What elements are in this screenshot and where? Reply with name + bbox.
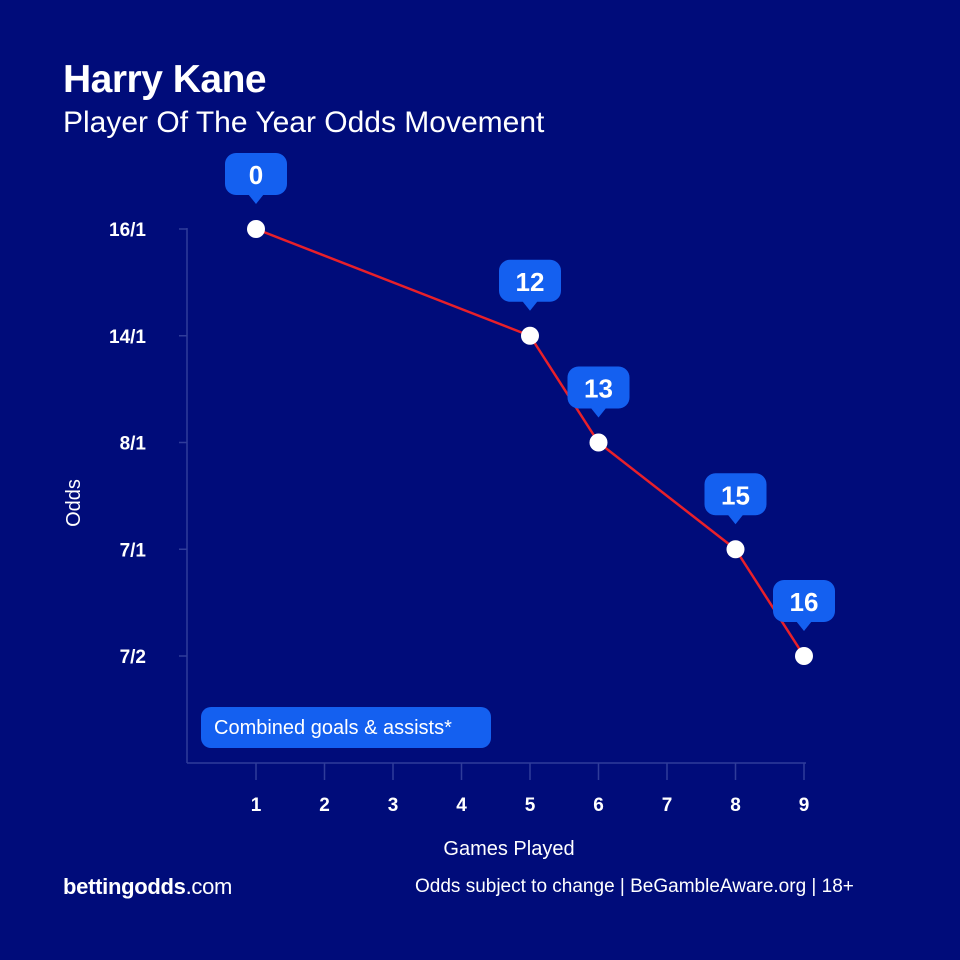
annotation-text: Combined goals & assists* bbox=[214, 717, 452, 739]
goals-assists-callout: 15 bbox=[704, 473, 767, 525]
goals-assists-callout: 13 bbox=[567, 366, 630, 418]
x-tick-label: 1 bbox=[251, 795, 262, 816]
data-point bbox=[726, 540, 745, 559]
brand-logo: bettingodds.com bbox=[63, 874, 232, 900]
goals-assists-callout: 0 bbox=[225, 153, 287, 204]
goals-assists-callout: 16 bbox=[773, 580, 835, 631]
annotation-box bbox=[201, 707, 491, 748]
chart-title: Harry Kane bbox=[63, 58, 267, 101]
x-tick-label: 8 bbox=[730, 795, 741, 816]
callout-bubble bbox=[773, 580, 835, 622]
brand-logo-suffix: .com bbox=[185, 874, 233, 899]
callout-bubble bbox=[704, 473, 767, 516]
data-label: 16 bbox=[790, 587, 819, 617]
data-point bbox=[589, 433, 608, 452]
data-point bbox=[247, 220, 265, 238]
y-tick-label: 14/1 bbox=[109, 327, 146, 348]
chart-subtitle: Player Of The Year Odds Movement bbox=[63, 106, 545, 139]
disclaimer-text: Odds subject to change | BeGambleAware.o… bbox=[415, 876, 854, 897]
callout-bubble bbox=[499, 259, 561, 302]
x-tick-label: 4 bbox=[456, 795, 467, 816]
callout-pointer bbox=[522, 300, 538, 311]
brand-logo-bold: bettingodds bbox=[63, 874, 186, 899]
y-tick-label: 7/2 bbox=[120, 647, 146, 668]
callout-pointer bbox=[590, 407, 607, 418]
y-axis-title: Odds bbox=[63, 479, 85, 527]
x-tick-label: 5 bbox=[525, 795, 536, 816]
goals-assists-callout: 12 bbox=[499, 259, 561, 311]
callout-pointer bbox=[248, 194, 264, 204]
callout-bubble bbox=[567, 366, 630, 409]
x-tick-label: 6 bbox=[593, 795, 604, 816]
data-point bbox=[795, 647, 813, 665]
callout-pointer bbox=[727, 514, 744, 525]
y-tick-label: 7/1 bbox=[120, 540, 147, 561]
data-label: 12 bbox=[516, 267, 545, 297]
annotation-legend: Combined goals & assists* bbox=[201, 707, 491, 748]
x-tick-label: 2 bbox=[319, 795, 330, 816]
x-axis-title: Games Played bbox=[443, 838, 574, 860]
x-tick-label: 3 bbox=[388, 795, 399, 816]
x-tick-label: 7 bbox=[662, 795, 673, 816]
data-label: 15 bbox=[721, 480, 750, 510]
y-tick-label: 8/1 bbox=[120, 434, 147, 455]
data-label: 0 bbox=[249, 160, 263, 190]
y-tick-label: 16/1 bbox=[109, 220, 146, 241]
callout-bubble bbox=[225, 153, 287, 195]
data-point bbox=[521, 326, 539, 345]
x-tick-label: 9 bbox=[799, 795, 810, 816]
data-label: 13 bbox=[584, 374, 613, 404]
callout-pointer bbox=[796, 621, 812, 631]
